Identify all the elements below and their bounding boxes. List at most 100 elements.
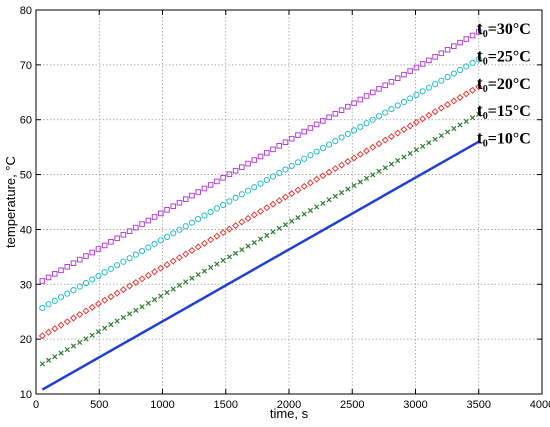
data-point bbox=[176, 226, 183, 233]
data-point bbox=[45, 274, 52, 281]
data-point bbox=[170, 203, 177, 210]
data-point bbox=[133, 224, 139, 231]
data-point bbox=[426, 57, 432, 64]
data-point bbox=[214, 178, 220, 185]
data-point bbox=[51, 325, 59, 333]
data-point bbox=[39, 304, 46, 311]
data-point bbox=[257, 236, 264, 242]
data-point bbox=[320, 118, 326, 124]
y-axis-label: temperature, °C bbox=[3, 156, 18, 248]
data-point bbox=[338, 134, 345, 141]
y-tick-label: 70 bbox=[20, 60, 32, 72]
data-point bbox=[407, 95, 414, 102]
data-point bbox=[94, 300, 102, 308]
data-point bbox=[170, 286, 176, 292]
data-point bbox=[444, 101, 452, 109]
data-point bbox=[432, 136, 438, 142]
data-point bbox=[320, 200, 326, 206]
data-point bbox=[257, 153, 264, 160]
y-tick-label: 30 bbox=[20, 279, 32, 291]
y-tick-label: 50 bbox=[20, 170, 32, 182]
data-point bbox=[263, 176, 270, 184]
data-point bbox=[245, 160, 251, 167]
data-point bbox=[463, 118, 469, 124]
data-point bbox=[39, 361, 45, 367]
data-point bbox=[175, 254, 183, 262]
data-point bbox=[70, 287, 77, 294]
data-point bbox=[300, 182, 308, 190]
data-point bbox=[394, 102, 401, 109]
data-point bbox=[250, 211, 258, 219]
data-point bbox=[319, 172, 327, 180]
data-point bbox=[69, 314, 78, 322]
data-point bbox=[276, 142, 283, 149]
data-point bbox=[345, 103, 351, 110]
data-point bbox=[238, 218, 246, 226]
data-point bbox=[432, 81, 439, 88]
data-point bbox=[462, 90, 470, 98]
data-point bbox=[475, 83, 483, 91]
data-series bbox=[38, 29, 483, 391]
data-point bbox=[257, 180, 264, 187]
data-point bbox=[139, 221, 145, 227]
data-point bbox=[189, 192, 195, 199]
data-point bbox=[326, 114, 332, 121]
data-point bbox=[294, 159, 302, 166]
data-point bbox=[132, 251, 139, 258]
data-point bbox=[101, 242, 108, 249]
data-point bbox=[376, 168, 382, 174]
data-point bbox=[444, 129, 451, 135]
data-point bbox=[101, 296, 109, 304]
data-point bbox=[319, 145, 326, 152]
data-point bbox=[407, 68, 413, 74]
data-point bbox=[244, 187, 252, 194]
data-point bbox=[313, 121, 320, 128]
data-point bbox=[39, 278, 46, 284]
data-point bbox=[95, 272, 102, 280]
data-point bbox=[182, 196, 189, 202]
data-point bbox=[438, 77, 445, 84]
data-point bbox=[51, 297, 58, 304]
data-point bbox=[63, 318, 71, 326]
data-point bbox=[107, 265, 115, 272]
series-label: t0=10°C bbox=[477, 128, 531, 150]
data-point bbox=[157, 237, 164, 244]
data-point bbox=[314, 204, 320, 210]
x-axis-ticks: 0 500 1000 1500 2000 2500 3000 3500 4000 bbox=[33, 10, 550, 411]
series-t0-30-c bbox=[39, 29, 482, 284]
data-point bbox=[189, 275, 195, 281]
series-t0-20-c bbox=[38, 83, 483, 340]
data-point bbox=[158, 293, 164, 299]
data-point bbox=[400, 125, 408, 134]
data-point bbox=[251, 239, 257, 246]
data-point bbox=[457, 122, 463, 128]
data-point bbox=[200, 239, 208, 247]
data-point bbox=[331, 165, 339, 173]
series-t0-15-c bbox=[39, 111, 482, 367]
data-point bbox=[151, 214, 158, 220]
data-point bbox=[375, 140, 383, 148]
data-point bbox=[64, 263, 71, 270]
data-point bbox=[444, 74, 451, 81]
data-point bbox=[419, 115, 427, 123]
data-point bbox=[144, 271, 152, 279]
data-point bbox=[332, 110, 339, 117]
data-point bbox=[276, 225, 282, 231]
data-point bbox=[138, 275, 146, 283]
data-point bbox=[457, 39, 463, 46]
data-point bbox=[64, 346, 70, 353]
data-point bbox=[164, 207, 170, 213]
data-point bbox=[220, 175, 226, 181]
data-point bbox=[232, 194, 239, 201]
data-point bbox=[95, 246, 102, 252]
data-point bbox=[369, 143, 377, 151]
data-point bbox=[357, 179, 363, 185]
data-point bbox=[332, 137, 339, 145]
data-point bbox=[213, 232, 221, 240]
data-point bbox=[108, 321, 114, 328]
data-point bbox=[370, 172, 376, 178]
data-point bbox=[269, 173, 277, 180]
data-point bbox=[145, 244, 152, 251]
data-point bbox=[469, 32, 476, 39]
x-tick-label: 500 bbox=[90, 399, 108, 411]
